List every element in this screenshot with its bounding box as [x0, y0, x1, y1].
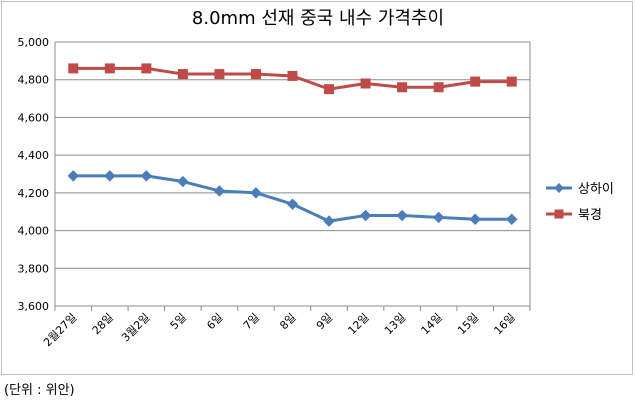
data-point	[469, 213, 481, 225]
data-point	[286, 198, 299, 210]
legend-marker	[554, 183, 564, 193]
y-tick-label: 4,600	[18, 111, 50, 124]
y-tick-label: 3,800	[18, 262, 50, 275]
data-point	[323, 215, 335, 227]
x-tick-label: 14일	[418, 310, 445, 337]
x-tick-label: 9일	[313, 310, 335, 332]
data-point	[140, 170, 153, 182]
data-point	[360, 78, 371, 89]
data-point	[250, 69, 261, 80]
data-point	[506, 213, 518, 225]
data-point	[470, 76, 481, 87]
x-tick-label: 2월27일	[40, 310, 79, 349]
x-tick-label: 5일	[167, 310, 189, 332]
data-point	[177, 175, 189, 188]
legend-label: 상하이	[578, 182, 614, 197]
x-tick-label: 12일	[345, 310, 372, 337]
data-point	[104, 170, 116, 182]
data-point	[396, 209, 408, 222]
x-tick-label: 8일	[277, 310, 299, 332]
chart-frame	[1, 1, 633, 375]
legend-label: 북경	[578, 208, 602, 223]
chart-title: 8.0mm 선재 중국 내수 가격추이	[191, 8, 445, 29]
data-point	[250, 187, 262, 199]
y-tick-label: 4,000	[18, 225, 50, 238]
data-point	[104, 63, 115, 74]
y-tick-label: 5,000	[18, 36, 50, 49]
y-tick-label: 3,600	[18, 300, 50, 313]
data-point	[397, 82, 408, 93]
data-point	[324, 84, 335, 95]
data-point	[433, 82, 444, 93]
data-point	[432, 211, 445, 224]
data-point	[141, 63, 152, 74]
data-point	[506, 76, 517, 87]
data-point	[177, 69, 188, 80]
x-tick-label: 6일	[204, 310, 226, 332]
legend-marker	[554, 209, 564, 219]
data-point	[213, 185, 226, 197]
data-point	[68, 63, 79, 74]
data-point	[214, 69, 225, 80]
y-tick-label: 4,200	[18, 187, 50, 200]
x-tick-label: 13일	[381, 310, 408, 337]
x-tick-label: 3월2일	[118, 310, 152, 344]
data-point	[67, 170, 79, 182]
x-tick-label: 16일	[491, 310, 518, 337]
y-tick-label: 4,800	[18, 74, 50, 87]
data-point	[359, 209, 372, 222]
x-tick-label: 7일	[240, 310, 262, 332]
y-tick-label: 4,400	[18, 149, 50, 162]
data-point	[287, 70, 298, 81]
x-tick-label: 15일	[454, 310, 481, 337]
unit-note: (단위 : 위안)	[4, 383, 75, 398]
x-tick-label: 28일	[89, 310, 116, 337]
